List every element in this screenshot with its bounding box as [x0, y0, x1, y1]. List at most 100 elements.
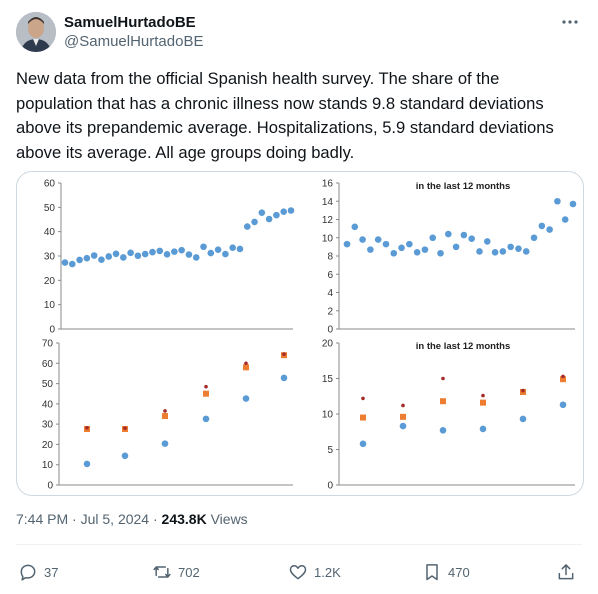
- data-point-blue: [519, 415, 527, 423]
- data-point-blue: [121, 452, 129, 460]
- data-point-blue: [507, 243, 514, 251]
- data-point-blue: [429, 234, 437, 242]
- tweet-date[interactable]: Jul 5, 2024: [80, 511, 150, 527]
- data-point-blue: [258, 209, 266, 216]
- like-count: 1.2K: [314, 564, 341, 580]
- data-point-blue: [200, 243, 207, 251]
- retweet-count: 702: [178, 564, 200, 580]
- data-point-blue: [222, 250, 229, 258]
- y-tick-label: 10: [44, 300, 56, 311]
- tweet-time[interactable]: 7:44 PM: [16, 511, 69, 527]
- y-tick-label: 20: [44, 276, 56, 287]
- y-tick-label: 30: [42, 420, 54, 431]
- y-tick-label: 70: [42, 339, 54, 350]
- data-point-blue: [229, 244, 236, 252]
- chart-chronic-by-age: 0 10 20 30 40 50 60 70: [42, 339, 293, 492]
- data-point-blue: [280, 374, 288, 382]
- data-point-orange: [440, 398, 446, 405]
- data-point-blue: [421, 246, 429, 253]
- data-point-blue: [171, 248, 178, 255]
- author-display-name[interactable]: SamuelHurtadoBE: [64, 14, 196, 31]
- reply-button[interactable]: 37: [18, 558, 58, 586]
- data-point-blue: [90, 252, 98, 259]
- y-tick-label: 10: [42, 460, 54, 471]
- retweet-button[interactable]: 702: [152, 558, 200, 586]
- data-point-blue: [522, 248, 530, 255]
- data-point-red: [521, 388, 525, 393]
- y-tick-label: 8: [327, 252, 333, 263]
- data-point-red: [85, 425, 89, 430]
- data-point-blue: [98, 256, 105, 263]
- y-tick-label: 10: [322, 410, 334, 421]
- data-point-blue: [406, 240, 413, 248]
- data-point-blue: [460, 231, 468, 239]
- heart-icon: [289, 565, 307, 580]
- tweet-text: New data from the official Spanish healt…: [16, 69, 554, 162]
- chart-title: in the last 12 months: [416, 181, 511, 192]
- more-horizontal-icon[interactable]: [560, 14, 580, 30]
- avatar[interactable]: [16, 12, 56, 52]
- share-icon: [558, 564, 574, 580]
- data-point-red: [561, 374, 565, 379]
- y-tick-label: 20: [42, 440, 54, 451]
- data-point-blue: [202, 415, 210, 423]
- data-point-blue: [236, 245, 244, 253]
- data-point-blue: [439, 427, 447, 434]
- data-point-blue: [413, 249, 421, 256]
- data-point-orange: [243, 364, 249, 371]
- data-point-blue: [161, 440, 169, 447]
- meta-separator: ·: [72, 511, 77, 527]
- data-point-blue: [445, 230, 452, 238]
- tweet-meta: 7:44 PM · Jul 5, 2024 · 243.8K Views: [16, 511, 248, 527]
- y-tick-label: 14: [322, 197, 334, 208]
- data-point-red: [123, 426, 127, 430]
- data-point-blue: [141, 250, 149, 258]
- data-point-blue: [546, 226, 553, 233]
- data-point-blue: [343, 240, 351, 248]
- share-button[interactable]: [556, 558, 582, 586]
- data-point-blue: [105, 253, 113, 260]
- y-tick-label: 4: [327, 288, 333, 299]
- bookmark-button[interactable]: 470: [422, 558, 470, 586]
- data-point-blue: [83, 254, 91, 262]
- data-point-orange: [203, 390, 209, 397]
- data-point-red: [481, 393, 485, 398]
- data-point-blue: [61, 259, 69, 266]
- y-tick-label: 60: [44, 179, 56, 190]
- data-point-blue: [287, 207, 295, 214]
- data-point-blue: [359, 440, 367, 448]
- chart-hosp-by-age: 0 5 10 15 20 in the last 12 months: [322, 339, 575, 492]
- reply-icon: [20, 564, 36, 581]
- data-point-blue: [561, 216, 569, 223]
- data-point-blue: [76, 256, 83, 264]
- data-point-orange: [480, 399, 486, 406]
- y-tick-label: 12: [322, 215, 334, 226]
- y-tick-label: 40: [44, 227, 56, 238]
- y-tick-label: 15: [322, 374, 334, 385]
- data-point-blue: [192, 254, 200, 261]
- data-point-blue: [134, 252, 142, 260]
- like-button[interactable]: 1.2K: [288, 558, 341, 586]
- data-point-blue: [437, 249, 444, 257]
- data-point-blue: [374, 236, 382, 243]
- data-point-blue: [280, 208, 288, 216]
- data-point-blue: [491, 249, 499, 256]
- y-tick-label: 50: [44, 203, 56, 214]
- data-point-blue: [359, 236, 366, 243]
- data-point-blue: [569, 200, 577, 208]
- data-point-blue: [398, 244, 405, 252]
- data-point-blue: [351, 223, 359, 231]
- data-point-blue: [156, 247, 164, 255]
- data-point-blue: [163, 250, 171, 258]
- tweet-media-image[interactable]: 0 10 20 30 40 50 60 0 2 4 6 8 10 12 14 16 in the last 1…: [16, 171, 584, 496]
- data-point-blue: [214, 246, 222, 253]
- y-tick-label: 0: [327, 481, 333, 492]
- y-tick-label: 10: [322, 233, 334, 244]
- author-handle[interactable]: @SamuelHurtadoBE: [64, 33, 204, 50]
- y-tick-label: 0: [49, 325, 55, 334]
- data-point-blue: [476, 248, 483, 255]
- data-point-blue: [483, 238, 491, 245]
- data-point-blue: [382, 240, 390, 248]
- y-tick-label: 40: [42, 399, 54, 410]
- y-tick-label: 2: [327, 306, 333, 317]
